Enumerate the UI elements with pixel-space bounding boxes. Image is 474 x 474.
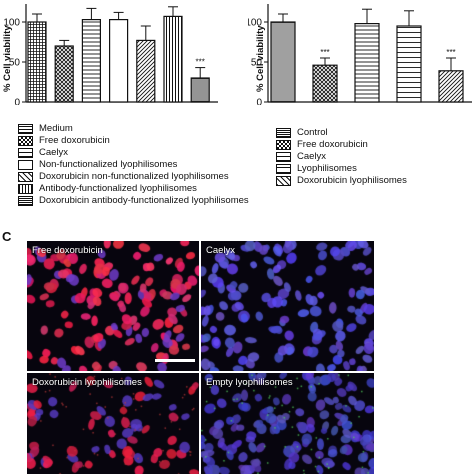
legend-right: Control Free doxorubicin Caelyx Lyophilisom… bbox=[276, 127, 407, 187]
legend-swatch bbox=[18, 136, 33, 146]
viability-chart-right: 0 50 100 *** *** bbox=[248, 4, 472, 106]
significance-label: *** bbox=[196, 58, 205, 67]
legend-left: Medium Free doxorubicin Caelyx Non-function… bbox=[18, 123, 249, 207]
y-tick-label: 50 bbox=[251, 58, 263, 69]
y-tick-label: 50 bbox=[9, 58, 21, 69]
legend-item: Control bbox=[276, 127, 407, 139]
legend-swatch bbox=[18, 172, 33, 182]
legend-swatch bbox=[276, 164, 291, 174]
micrograph-label: Doxorubicin lyophilisomes bbox=[32, 377, 142, 388]
micrograph-label: Empty lyophilisomes bbox=[206, 377, 293, 388]
panel-letter-c: C bbox=[2, 229, 12, 244]
y-axis-title-left: % Cell viability bbox=[2, 25, 13, 92]
bar bbox=[190, 77, 210, 103]
significance-label: *** bbox=[320, 48, 329, 57]
legend-label: Control bbox=[297, 127, 328, 138]
micrograph-doxorubicin-lyophilisomes: Doxorubicin lyophilisomes bbox=[27, 373, 199, 474]
legend-label: Free doxorubicin bbox=[39, 135, 110, 146]
legend-label: Doxorubicin antibody-functionalized lyop… bbox=[39, 195, 249, 206]
micrograph-label: Free doxorubicin bbox=[32, 245, 103, 256]
legend-swatch bbox=[18, 184, 33, 194]
legend-swatch bbox=[18, 148, 33, 158]
legend-item: Doxorubicin non-functionalized lyophilis… bbox=[18, 171, 249, 183]
legend-swatch bbox=[276, 140, 291, 150]
legend-label: Lyophilisomes bbox=[297, 163, 357, 174]
legend-label: Caelyx bbox=[297, 151, 327, 162]
micrograph-free-doxorubicin: Free doxorubicin bbox=[27, 241, 199, 371]
y-axis-title-right: % Cell viability bbox=[255, 25, 266, 92]
micrograph-canvas bbox=[201, 373, 374, 474]
bar bbox=[27, 21, 47, 103]
bar bbox=[354, 23, 380, 103]
bar bbox=[163, 15, 183, 103]
viability-chart-left: 0 50 100 *** bbox=[3, 4, 218, 106]
y-tick-label: 0 bbox=[256, 98, 262, 106]
y-tick-label: 100 bbox=[248, 18, 262, 29]
legend-item: Medium bbox=[18, 123, 249, 135]
bar bbox=[270, 21, 296, 103]
micrograph-caelyx: Caelyx bbox=[201, 241, 374, 371]
legend-label: Antibody-functionalized lyophilisomes bbox=[39, 183, 197, 194]
y-tick-label: 100 bbox=[3, 18, 20, 29]
bar bbox=[312, 64, 338, 103]
bar bbox=[438, 70, 464, 103]
micrograph-label: Caelyx bbox=[206, 245, 236, 256]
legend-swatch bbox=[276, 128, 291, 138]
legend-item: Lyophilisomes bbox=[276, 163, 407, 175]
legend-label: Medium bbox=[39, 123, 73, 134]
legend-item: Free doxorubicin bbox=[18, 135, 249, 147]
significance-label: *** bbox=[446, 48, 455, 57]
bar bbox=[136, 39, 156, 103]
legend-swatch bbox=[276, 152, 291, 162]
legend-label: Doxorubicin non-functionalized lyophilis… bbox=[39, 171, 229, 182]
legend-item: Doxorubicin lyophilisomes bbox=[276, 175, 407, 187]
micrograph-canvas bbox=[201, 241, 374, 371]
micrograph-empty-lyophilisomes: Empty lyophilisomes bbox=[201, 373, 374, 474]
legend-label: Non-functionalized lyophilisomes bbox=[39, 159, 178, 170]
bar bbox=[108, 19, 129, 103]
bar bbox=[396, 25, 422, 103]
scale-bar bbox=[155, 359, 195, 362]
legend-label: Caelyx bbox=[39, 147, 69, 158]
micrograph-canvas bbox=[27, 373, 199, 474]
legend-item: Free doxorubicin bbox=[276, 139, 407, 151]
legend-item: Antibody-functionalized lyophilisomes bbox=[18, 183, 249, 195]
legend-swatch bbox=[18, 196, 33, 206]
legend-item: Doxorubicin antibody-functionalized lyop… bbox=[18, 195, 249, 207]
legend-swatch bbox=[276, 176, 291, 186]
legend-swatch bbox=[18, 124, 33, 134]
bar bbox=[54, 45, 74, 103]
bar bbox=[81, 19, 102, 103]
micrograph-canvas bbox=[27, 241, 199, 371]
legend-item: Caelyx bbox=[276, 151, 407, 163]
y-tick-label: 0 bbox=[14, 98, 20, 106]
legend-label: Free doxorubicin bbox=[297, 139, 368, 150]
legend-swatch bbox=[18, 160, 33, 170]
legend-item: Caelyx bbox=[18, 147, 249, 159]
legend-item: Non-functionalized lyophilisomes bbox=[18, 159, 249, 171]
legend-label: Doxorubicin lyophilisomes bbox=[297, 175, 407, 186]
